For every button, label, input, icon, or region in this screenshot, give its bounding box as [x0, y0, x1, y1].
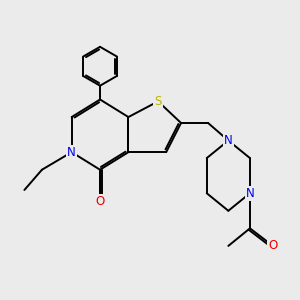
Text: N: N	[224, 134, 233, 147]
Text: S: S	[154, 95, 162, 108]
Text: O: O	[95, 195, 105, 208]
Text: O: O	[268, 239, 278, 252]
Text: N: N	[67, 146, 76, 159]
Text: N: N	[246, 187, 254, 200]
